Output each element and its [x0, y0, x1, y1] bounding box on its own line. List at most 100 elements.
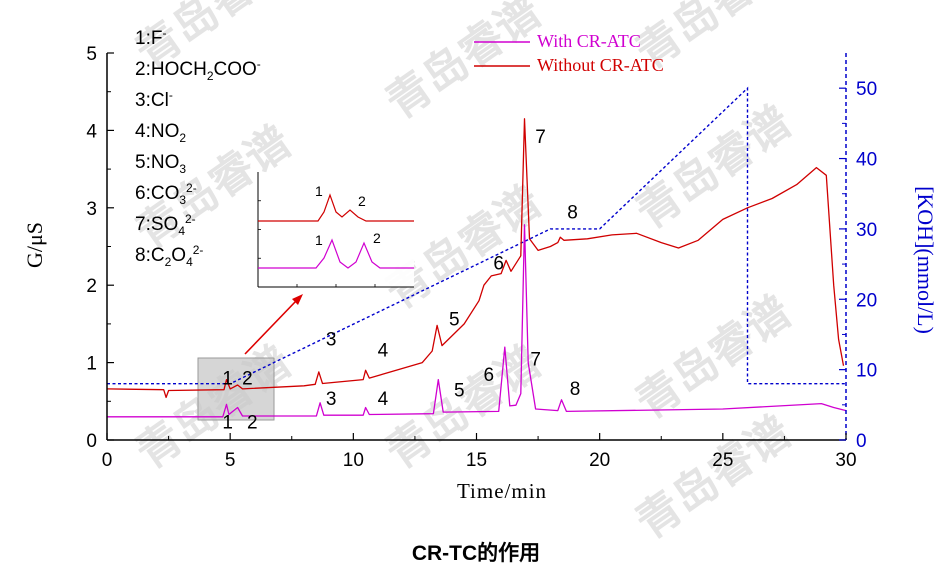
- ion-legend-entry: 6:CO32-: [135, 181, 197, 207]
- ion-formula-part: C: [151, 245, 165, 266]
- peak-label-without: 4: [378, 340, 389, 361]
- y2-tick-label: 50: [856, 79, 877, 100]
- watermark-text: 青岛睿谱: [627, 286, 800, 429]
- peak-label-with: 8: [570, 379, 581, 400]
- ion-legend-entry: 1:F-: [135, 26, 166, 49]
- ion-legend-number: 3:: [135, 90, 151, 111]
- series-without-cr-atc-line: [106, 118, 845, 399]
- ion-legend-number: 5:: [135, 152, 151, 173]
- y-tick-label: 5: [86, 44, 97, 65]
- ion-formula-part: 2-: [185, 212, 196, 226]
- ion-legend-number: 1:: [135, 28, 151, 49]
- series-legend: With CR-ATC Without CR-ATC: [474, 31, 664, 75]
- ion-formula-part: 2-: [186, 181, 197, 195]
- series-with-cr-atc-line: [107, 224, 847, 418]
- ion-formula-part: F: [151, 28, 163, 49]
- ion-legend-entry: 4:NO2: [135, 121, 186, 145]
- x-tick-label: 25: [712, 450, 733, 471]
- ion-formula-part: 3: [179, 193, 186, 207]
- y2-tick-label: 10: [856, 361, 877, 382]
- x-tick-label: 0: [102, 450, 113, 471]
- inset-peak-label: 1: [315, 232, 323, 248]
- legend-label: With CR-ATC: [537, 31, 641, 51]
- inset-chart: 1 2 1 2: [244, 172, 414, 355]
- koh-gradient-line: [107, 86, 846, 385]
- ion-formula-part: 4: [178, 224, 185, 238]
- ion-legend-number: 4:: [135, 121, 151, 142]
- peak-label-with: 5: [454, 381, 465, 402]
- ion-legend-entry: 7:SO42-: [135, 212, 196, 238]
- x-tick-label: 30: [835, 450, 856, 471]
- ion-formula-part: Cl: [151, 90, 169, 111]
- figure-caption: CR-TC的作用: [411, 542, 541, 565]
- peak-label-without: 5: [449, 309, 460, 330]
- ion-legend-entry: 8:C2O42-: [135, 243, 203, 269]
- zoom-arrowhead: [292, 294, 303, 305]
- ion-formula-part: 3: [179, 162, 186, 176]
- inset-peak-label: 2: [373, 230, 381, 246]
- y-tick-label: 3: [86, 199, 97, 220]
- ion-legend-number: 6:: [135, 183, 151, 204]
- y-tick-label: 2: [86, 276, 97, 297]
- ion-legend-number: 8:: [135, 245, 151, 266]
- y2-tick-label: 30: [856, 220, 877, 241]
- peak-label-with: 7: [530, 350, 541, 371]
- inset-without-line: [258, 193, 414, 222]
- ion-legend: 1:F-2:HOCH2COO-3:Cl-4:NO25:NO36:CO32-7:S…: [135, 26, 261, 269]
- y2-axis-label: [KOH](mmol/L): [913, 186, 938, 334]
- watermark-text: 青岛睿谱: [377, 0, 550, 129]
- ion-formula-part: -: [169, 88, 173, 102]
- y-tick-label: 0: [86, 431, 97, 452]
- x-tick-label: 20: [589, 450, 610, 471]
- ion-legend-number: 2:: [135, 59, 151, 80]
- y-tick-label: 4: [86, 121, 97, 142]
- koh-gradient-layer: [107, 86, 846, 385]
- peak-label-without: 6: [493, 254, 504, 275]
- ion-formula-part: 4: [186, 255, 193, 269]
- zoom-arrow: [244, 300, 297, 355]
- ion-formula-part: 2: [165, 255, 172, 269]
- ion-formula-part: 2-: [193, 243, 204, 257]
- ion-formula-part: 2: [179, 131, 186, 145]
- peak-label-with: 1: [222, 412, 233, 433]
- peak-label-with: 2: [247, 412, 258, 433]
- ion-formula-part: SO: [151, 214, 178, 235]
- ion-legend-number: 7:: [135, 214, 151, 235]
- inset-with-line: [258, 238, 414, 269]
- ion-formula-part: NO: [151, 121, 180, 142]
- watermark-text: 青岛睿谱: [627, 96, 800, 239]
- peak-label-without: 7: [535, 127, 546, 148]
- peak-label-with: 3: [326, 389, 337, 410]
- peak-label-without: 3: [326, 330, 337, 351]
- ion-legend-entry: 2:HOCH2COO-: [135, 57, 261, 83]
- x-tick-label: 5: [225, 450, 236, 471]
- peak-label-without: 2: [242, 368, 253, 389]
- peak-label-with: 6: [484, 365, 495, 386]
- peak-label-without: 8: [567, 203, 578, 224]
- inset-peak-label: 2: [358, 193, 366, 209]
- y2-tick-label: 40: [856, 150, 877, 171]
- inset-peak-label: 1: [315, 183, 323, 199]
- legend-label: Without CR-ATC: [537, 55, 664, 75]
- ion-formula-part: COO: [214, 59, 257, 80]
- watermark-text: 青岛睿谱: [627, 406, 800, 549]
- ion-formula-part: O: [171, 245, 186, 266]
- ion-legend-entry: 3:Cl-: [135, 88, 173, 111]
- peak-label-without: 1: [222, 368, 233, 389]
- ion-formula-part: NO: [151, 152, 180, 173]
- y-tick-label: 1: [86, 354, 97, 375]
- peak-label-with: 4: [378, 389, 389, 410]
- zoom-region-box: [197, 357, 275, 421]
- ion-legend-entry: 5:NO3: [135, 152, 186, 176]
- ion-formula-part: -: [257, 57, 261, 71]
- series-layer: [106, 118, 847, 418]
- ion-formula-part: CO: [151, 183, 180, 204]
- x-tick-label: 15: [466, 450, 487, 471]
- y2-tick-label: 20: [856, 290, 877, 311]
- ion-formula-part: HOCH: [151, 59, 207, 80]
- y-axis-label: G/μS: [22, 222, 47, 268]
- watermark-text: 青岛睿谱: [377, 336, 550, 479]
